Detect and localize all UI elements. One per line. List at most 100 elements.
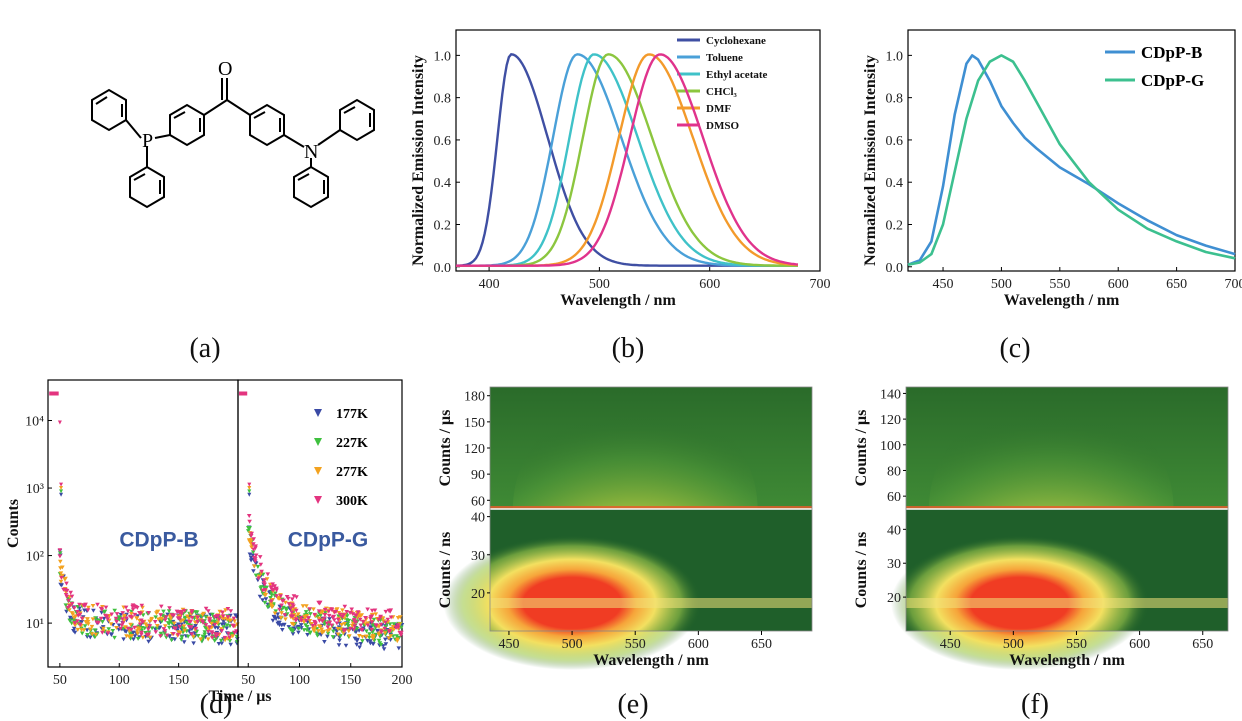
data-point [134,616,140,621]
data-point [132,612,138,617]
data-point [68,590,73,595]
data-point [399,625,404,630]
data-point [307,619,313,623]
data-point [381,644,386,649]
data-point [353,620,359,625]
data-point [188,619,193,624]
y-tick-label: 120 [880,413,901,428]
data-point [246,526,251,530]
data-point [290,617,296,621]
data-point [58,579,64,584]
data-point [102,609,108,614]
data-point [149,626,155,631]
data-point [273,591,278,596]
data-point [171,621,177,626]
data-point [338,627,344,632]
x-tick-label: 650 [1166,277,1187,292]
data-point [168,616,174,621]
data-point [143,631,148,635]
data-point [57,420,62,425]
data-point [277,620,282,625]
heatmap-bottom-baseline [906,598,1228,608]
legend-label: Ethyl acetate [706,69,768,81]
data-point [146,611,151,615]
data-point [369,608,375,613]
panel-label-a: (a) [189,333,220,364]
data-point [146,639,151,644]
data-point [226,631,231,636]
data-point [251,537,256,542]
data-point [360,635,365,639]
data-point [135,626,140,631]
data-point [312,621,318,626]
data-point [129,615,135,620]
data-point [69,601,75,606]
data-point [135,605,140,610]
data-point [218,638,224,643]
data-point [212,614,218,619]
data-point [289,610,295,615]
data-point [189,632,195,637]
data-point [154,626,160,631]
data-point [325,625,331,630]
data-point [89,632,95,637]
data-point [213,636,219,641]
data-point [82,624,88,629]
data-point [78,620,84,625]
data-point [249,531,254,536]
data-point [351,627,357,632]
x-tick-label: 50 [241,673,255,688]
panel-label-b: (b) [612,333,645,364]
data-point [175,616,181,621]
data-point [227,635,232,640]
data-point [225,615,231,620]
data-point [251,569,256,574]
data-point [71,626,77,631]
data-point [198,637,203,642]
data-point [72,606,77,611]
data-point [59,486,64,491]
data-point [262,578,267,583]
data-point [398,633,404,638]
data-point [99,607,105,612]
data-point [320,619,325,624]
heatmap-bottom-baseline [490,598,812,608]
data-point [370,633,376,638]
data-point [128,622,133,627]
legend-label: 277K [336,465,368,480]
data-point [106,627,111,632]
data-point [189,609,195,614]
data-point [388,615,394,620]
data-point [280,599,285,603]
x-tick-label: 700 [810,277,831,292]
data-point [163,615,169,620]
data-point [373,623,379,628]
data-point [291,604,296,609]
data-point [137,627,142,632]
data-point [117,617,122,622]
atom-o: O [218,58,232,80]
y-tick-label: 0.2 [886,218,904,233]
data-point [205,637,211,642]
data-point [181,624,187,629]
data-point [352,636,358,641]
panel-label-f: (f) [1021,689,1049,720]
data-point [296,630,301,635]
data-point [159,619,164,624]
y-tick-label: 0.4 [434,176,452,191]
data-point [167,634,172,639]
data-point [264,585,269,590]
data-point [357,645,362,650]
chart-f-time-resolved-map: 450 500 550 600 650 Wavelength / nm 60 80 100 120… [853,386,1229,671]
data-point [371,617,377,622]
data-point [69,594,75,599]
data-point [216,614,221,619]
data-point [284,608,289,613]
y-tick-label: 140 [880,387,901,402]
data-point [221,625,226,630]
y-tick-label: 30 [887,557,901,572]
data-point [66,598,71,603]
data-point [337,612,343,617]
data-point [330,635,336,640]
data-point [279,603,284,608]
